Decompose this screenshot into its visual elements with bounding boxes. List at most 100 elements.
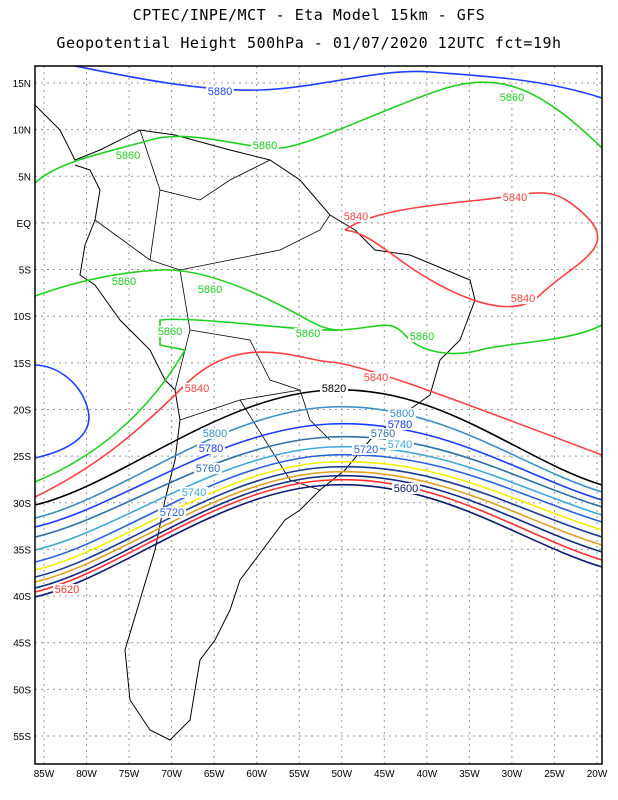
label-bg: [369, 428, 397, 439]
contour-label-5800: 5800: [390, 408, 414, 420]
lon-label: 85W: [34, 769, 55, 780]
lat-label: 10N: [13, 126, 31, 137]
contour-label-5740: 5740: [388, 439, 412, 451]
label-bg: [408, 331, 436, 342]
label-bg: [392, 483, 420, 494]
contour-5840: [34, 351, 603, 498]
contour-5840: [344, 192, 599, 308]
contour-label-5860: 5860: [253, 140, 277, 152]
lon-label: 60W: [246, 769, 267, 780]
lon-label: 75W: [119, 769, 140, 780]
label-bg: [509, 293, 537, 304]
label-bg: [501, 192, 529, 203]
title-line-2: Geopotential Height 500hPa - 01/07/2020 …: [56, 34, 562, 52]
contour-label-5840: 5840: [511, 293, 535, 305]
contour-label-5840: 5840: [344, 211, 368, 223]
label-bg: [352, 444, 380, 455]
contour-5720: [34, 453, 603, 563]
contour-label-5840: 5840: [185, 383, 209, 395]
lat-label: EQ: [17, 219, 32, 230]
contour-5680: [34, 465, 603, 578]
label-bg: [386, 439, 414, 450]
contour-lines: [34, 65, 603, 598]
label-bg: [158, 507, 186, 518]
label-bg: [320, 383, 348, 394]
contour-label-5860: 5860: [296, 328, 320, 340]
contour-label-5840: 5840: [364, 372, 388, 384]
lat-label: 50S: [13, 685, 31, 696]
contour-5880: [34, 364, 90, 459]
lat-label: 15N: [13, 79, 31, 90]
label-bg: [342, 211, 370, 222]
contour-label-5800: 5800: [203, 428, 227, 440]
label-bg: [196, 284, 224, 295]
contour-label-5860: 5860: [410, 331, 434, 343]
contour-label-5860: 5860: [158, 326, 182, 338]
lon-label: 50W: [331, 769, 352, 780]
label-bg: [183, 383, 211, 394]
lat-label: 5N: [18, 172, 31, 183]
lon-label: 40W: [417, 769, 438, 780]
contour-5620: [34, 478, 603, 593]
contour-label-5620: 5620: [55, 584, 79, 596]
contour-label-5720: 5720: [160, 507, 184, 519]
lon-label: 65W: [204, 769, 225, 780]
contour-label-5780: 5780: [199, 443, 223, 455]
label-bg: [194, 463, 222, 474]
contour-5740: [34, 445, 603, 551]
contour-label-5760: 5760: [371, 428, 395, 440]
label-bg: [362, 372, 390, 383]
contour-5700: [34, 460, 603, 571]
contour-label-5840: 5840: [503, 192, 527, 204]
contour-label-5740: 5740: [182, 487, 206, 499]
contour-5660: [34, 470, 603, 583]
lon-label: 20W: [587, 769, 608, 780]
contour-label-5820: 5820: [322, 383, 346, 395]
contour-label-5880: 5880: [208, 86, 232, 98]
title-line-1: CPTEC/INPE/MCT - Eta Model 15km - GFS: [132, 6, 486, 24]
contour-label-5760: 5760: [196, 463, 220, 475]
contour-5640: [34, 474, 603, 589]
lat-label: 30S: [13, 499, 31, 510]
lon-label: 55W: [289, 769, 310, 780]
label-bg: [206, 86, 234, 97]
country-borders: [94, 129, 331, 491]
contour-5860: [34, 81, 603, 184]
south-america-coastline: [34, 104, 476, 741]
contour-5760: [34, 435, 603, 538]
contour-5600: [34, 483, 603, 598]
contour-5860: [34, 318, 603, 483]
label-bg: [251, 140, 279, 151]
label-bg: [386, 419, 414, 430]
lon-label: 45W: [374, 769, 395, 780]
lon-label: 70W: [161, 769, 182, 780]
lat-label: 25S: [13, 452, 31, 463]
graticule: [35, 66, 602, 764]
label-bg: [156, 326, 184, 337]
label-bg: [388, 408, 416, 419]
contour-5780: [34, 422, 603, 528]
contour-5860: [34, 269, 341, 331]
contour-label-5860: 5860: [198, 284, 222, 296]
lat-label: 45S: [13, 639, 31, 650]
contour-label-5860: 5860: [112, 276, 136, 288]
lat-label: 10S: [13, 312, 31, 323]
map-frame: [34, 65, 603, 765]
label-bg: [114, 150, 142, 161]
label-bg: [110, 276, 138, 287]
lon-label: 80W: [76, 769, 97, 780]
lat-label: 15S: [13, 359, 31, 370]
contour-label-5600: 5600: [394, 483, 418, 495]
lat-label: 55S: [13, 732, 31, 743]
lat-label: 35S: [13, 545, 31, 556]
contour-label-5720: 5720: [354, 444, 378, 456]
lat-label: 5S: [19, 266, 32, 277]
label-bg: [201, 428, 229, 439]
label-bg: [498, 92, 526, 103]
lon-label: 25W: [544, 769, 565, 780]
lat-label: 20S: [13, 405, 31, 416]
label-bg: [294, 328, 322, 339]
axis-labels: 85W 80W 75W 70W 65W 60W 55W 50W 45W 40W 35W 30W 25W 2…: [13, 79, 608, 780]
contour-5800: [34, 405, 603, 519]
